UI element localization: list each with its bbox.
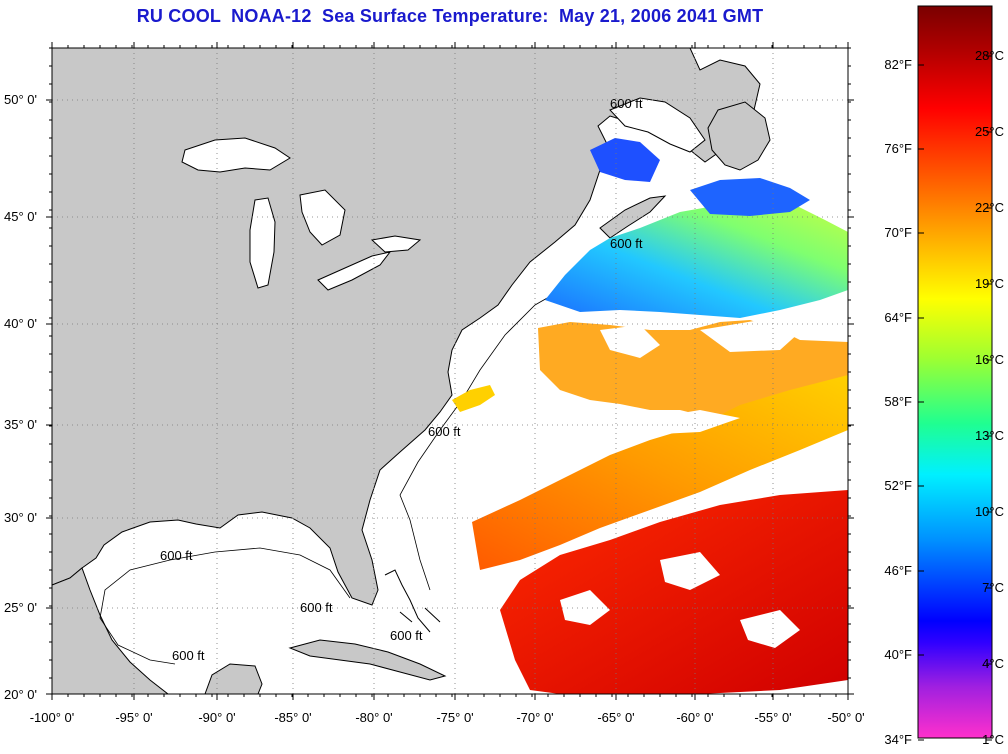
lake-huron — [299, 189, 346, 246]
cloud-gap-1 — [600, 325, 660, 358]
cb-c-22: 22°C — [975, 200, 1004, 215]
cloud-gap-3 — [640, 410, 740, 434]
cb-f-58: 58°F — [884, 394, 912, 409]
isobath-label-stlawrence: 600 ft — [610, 96, 643, 111]
colorbar: 82°F 76°F 70°F 64°F 58°F 52°F 46°F 40°F … — [884, 5, 1004, 747]
land-north-america — [52, 48, 761, 606]
sst-gulf-of-maine — [590, 138, 660, 182]
sst-hatteras-warm — [452, 385, 495, 412]
cb-c-13: 13°C — [975, 428, 1004, 443]
map-ticks — [46, 42, 854, 700]
lon-label-100: -100° 0' — [30, 710, 75, 725]
cloud-gap-6 — [740, 610, 800, 648]
cb-c-19: 19°C — [975, 276, 1004, 291]
land-bahamas — [384, 569, 441, 633]
land-newfoundland — [707, 101, 771, 171]
isobath-label-gulf-1: 600 ft — [160, 548, 193, 563]
lon-label-50: -50° 0' — [827, 710, 864, 725]
lon-label-90: -90° 0' — [198, 710, 235, 725]
lon-label-75: -75° 0' — [436, 710, 473, 725]
cb-f-40: 40°F — [884, 647, 912, 662]
cb-f-46: 46°F — [884, 563, 912, 578]
lake-michigan — [249, 197, 276, 289]
colorbar-gradient — [917, 5, 993, 739]
lat-label-30: 30° 0' — [4, 510, 37, 525]
cb-c-4: 4°C — [982, 656, 1004, 671]
cloud-gap-5 — [660, 552, 720, 590]
lat-label-50: 50° 0' — [4, 92, 37, 107]
cloud-gap-7 — [520, 440, 600, 478]
cb-c-1: 1°C — [982, 732, 1004, 747]
cloud-gap-4 — [560, 590, 610, 625]
isobath-label-north: 600 ft — [610, 236, 643, 251]
cb-f-64: 64°F — [884, 310, 912, 325]
cb-c-25: 25°C — [975, 124, 1004, 139]
map-title: RU COOL NOAA-12 Sea Surface Temperature:… — [136, 6, 764, 26]
cloud-gap-2 — [700, 320, 800, 352]
sst-cold-swath — [545, 200, 848, 318]
lat-label-20: 20° 0' — [4, 687, 37, 702]
cb-f-70: 70°F — [884, 225, 912, 240]
lat-label-25: 25° 0' — [4, 600, 37, 615]
cb-c-16: 16°C — [975, 352, 1004, 367]
lake-erie — [317, 251, 392, 291]
map-frame — [51, 47, 849, 695]
cb-c-10: 10°C — [975, 504, 1004, 519]
cb-c-7: 7°C — [982, 580, 1004, 595]
sst-gulf-stream-band — [472, 375, 848, 570]
cb-f-76: 76°F — [884, 141, 912, 156]
cb-c-28: 28°C — [975, 48, 1004, 63]
lon-label-80: -80° 0' — [355, 710, 392, 725]
lat-label-45: 45° 0' — [4, 209, 37, 224]
land-mexico — [52, 567, 169, 694]
cb-f-34: 34°F — [884, 732, 912, 747]
isobath-label-gulf-2: 600 ft — [172, 648, 205, 663]
isobath-label-florida: 600 ft — [300, 600, 333, 615]
lon-label-55: -55° 0' — [754, 710, 791, 725]
land-cuba — [288, 639, 447, 681]
lon-label-85: -85° 0' — [274, 710, 311, 725]
isobath-label-bahamas: 600 ft — [390, 628, 423, 643]
lat-label-40: 40° 0' — [4, 316, 37, 331]
land-yucatan — [204, 663, 263, 694]
cb-f-52: 52°F — [884, 478, 912, 493]
isobath-label-hatteras: 600 ft — [428, 424, 461, 439]
lake-superior — [181, 137, 291, 173]
lon-label-60: -60° 0' — [676, 710, 713, 725]
lat-label-35: 35° 0' — [4, 417, 37, 432]
lon-label-70: -70° 0' — [516, 710, 553, 725]
lon-label-95: -95° 0' — [115, 710, 152, 725]
cb-f-82: 82°F — [884, 57, 912, 72]
lake-ontario — [370, 235, 422, 253]
lon-label-65: -65° 0' — [597, 710, 634, 725]
isobath-600ft-gulf — [99, 547, 351, 665]
sst-scotian-blue — [690, 178, 810, 216]
